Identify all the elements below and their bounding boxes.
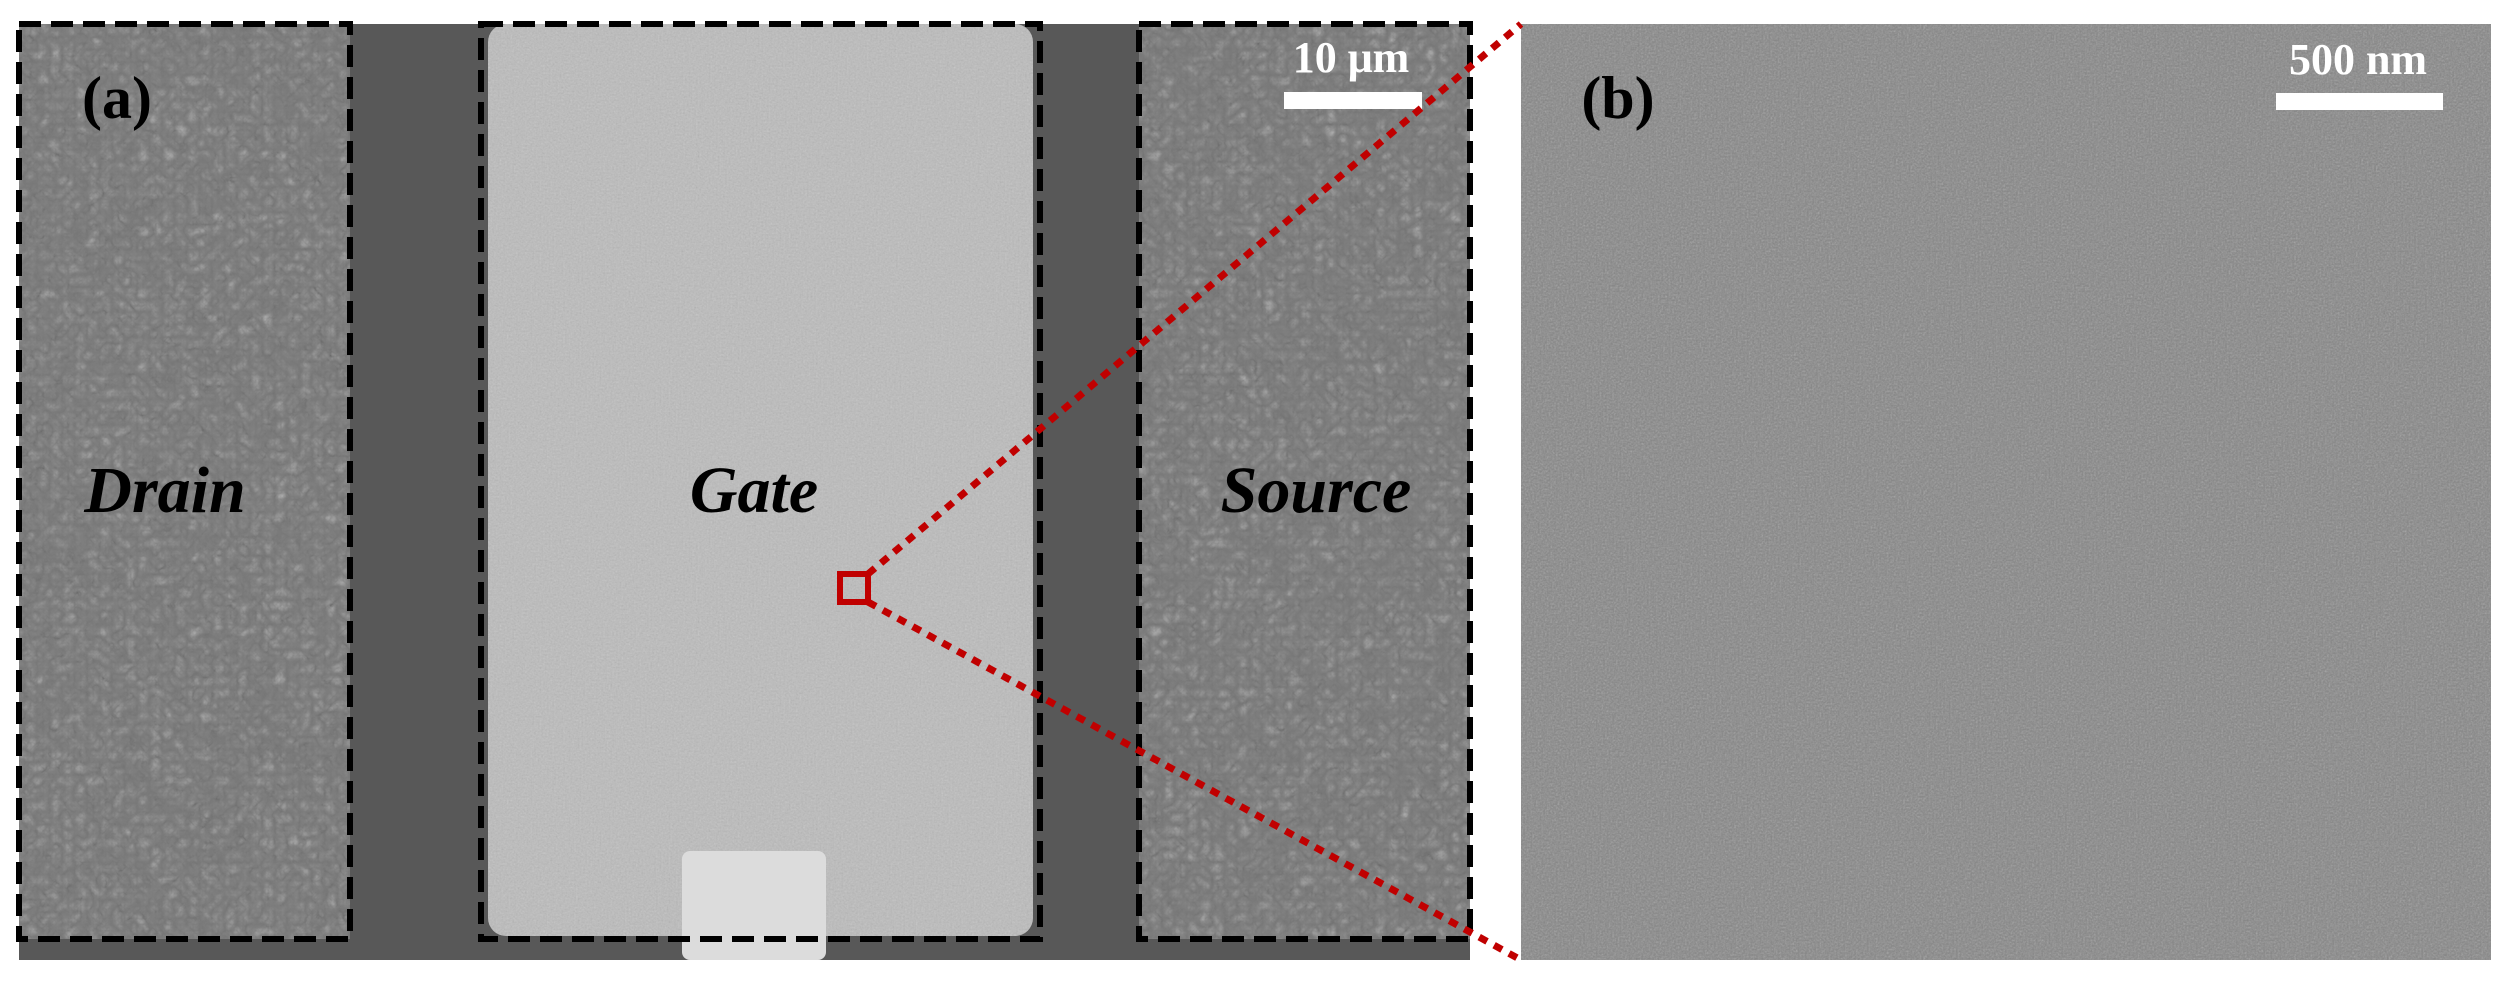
scale-bar (1284, 92, 1422, 109)
zoom-image (1521, 24, 2491, 960)
region-label: Source (1221, 454, 1412, 527)
zoom-line (865, 21, 1524, 577)
region-label: Drain (83, 454, 245, 527)
zoom-region (837, 571, 871, 605)
gate-connector (682, 851, 826, 960)
gate-electrode (488, 24, 1033, 936)
region-label: Gate (690, 454, 818, 527)
zoom-line (866, 598, 1523, 964)
panel-b: (b) 500 nm (1521, 24, 2491, 960)
scale-bar-label: 10 μm (1293, 33, 1410, 82)
drain-box (16, 21, 353, 942)
scale-bar (2276, 93, 2443, 110)
panel-a: (a) Drain Gate Source 10 μm (16, 21, 1473, 960)
panel-label: (a) (82, 65, 152, 131)
source-box (1136, 21, 1473, 942)
panel-label: (b) (1581, 65, 1654, 131)
drain-electrode (19, 24, 350, 939)
scale-bar-label: 500 nm (2289, 35, 2427, 84)
source-electrode (1139, 24, 1470, 939)
